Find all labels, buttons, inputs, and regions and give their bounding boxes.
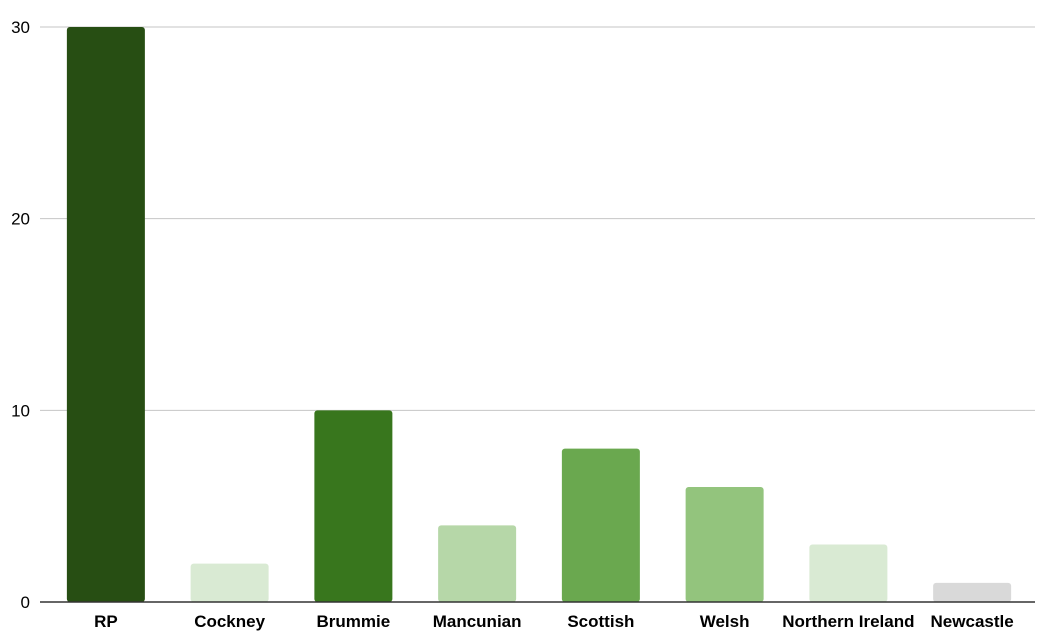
bar-northern-ireland [809, 544, 888, 602]
bar-brummie [314, 410, 393, 602]
bar-cockney [190, 563, 269, 602]
y-tick-label: 20 [11, 210, 30, 229]
x-axis-labels: RP Cockney Brummie Mancunian Scottish Welsh No… [94, 612, 1014, 631]
x-category-label: Northern Ireland [782, 612, 914, 631]
x-category-label: Brummie [317, 612, 391, 631]
x-category-label: Scottish [567, 612, 634, 631]
y-tick-label: 30 [11, 18, 30, 37]
y-tick-label: 0 [21, 593, 30, 612]
x-category-label: RP [94, 612, 118, 631]
bar-rp [66, 27, 145, 602]
gridlines [40, 26, 1035, 411]
x-category-label: Mancunian [433, 612, 522, 631]
bar-scottish [561, 448, 640, 602]
x-category-label: Newcastle [931, 612, 1014, 631]
y-axis-ticks: 0 10 20 30 [11, 18, 30, 612]
bar-mancunian [438, 525, 517, 602]
x-category-label: Cockney [194, 612, 265, 631]
bar-welsh [685, 487, 764, 602]
bars [66, 27, 1012, 602]
bar-newcastle [933, 582, 1012, 602]
x-category-label: Welsh [700, 612, 750, 631]
y-tick-label: 10 [11, 401, 30, 420]
